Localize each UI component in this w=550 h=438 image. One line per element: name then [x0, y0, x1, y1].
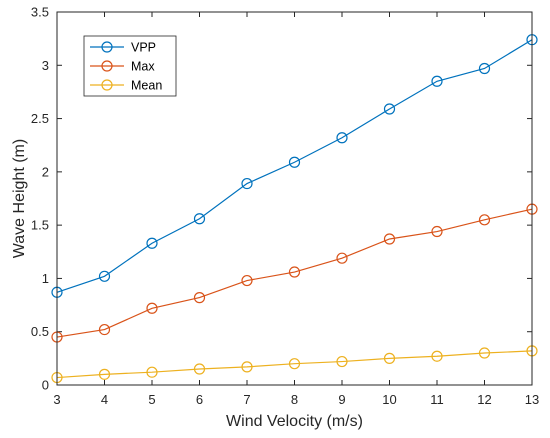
data-point-vpp: [478, 62, 491, 75]
data-point-mean: [336, 355, 348, 368]
data-point-vpp: [146, 237, 158, 249]
data-point-mean: [146, 366, 158, 378]
data-point-max: [383, 233, 396, 245]
data-point-mean: [241, 361, 253, 373]
data-point-max: [193, 292, 206, 304]
x-tick-label: 11: [430, 392, 444, 407]
x-tick-label: 12: [477, 392, 491, 407]
legend-item-mean: Mean: [90, 79, 162, 93]
data-point-max: [431, 225, 443, 238]
data-point-vpp: [98, 270, 111, 282]
x-tick-label: 4: [101, 392, 108, 407]
data-point-max: [146, 302, 158, 314]
legend-label: VPP: [131, 41, 156, 55]
y-tick-label: 1.5: [31, 218, 49, 233]
legend-item-max: Max: [90, 60, 155, 74]
legend-swatch-marker: [101, 79, 113, 91]
data-point-vpp: [431, 75, 443, 87]
x-tick-label: 10: [382, 392, 396, 407]
y-axis-ticks: 0 0.5 1 1.5 2 2.5 3 3.5: [31, 5, 532, 393]
series-line-mean: [56, 350, 533, 379]
y-tick-label: 1: [42, 271, 49, 286]
x-tick-label: 13: [525, 392, 539, 407]
data-point-mean: [193, 363, 206, 375]
y-tick-label: 3.5: [31, 5, 49, 20]
x-tick-label: 9: [338, 392, 345, 407]
x-axis-label: Wind Velocity (m/s): [226, 413, 363, 430]
data-point-mean: [383, 352, 396, 364]
y-tick-label: 2: [42, 164, 49, 179]
data-point-vpp: [383, 103, 396, 115]
data-point-vpp: [288, 156, 301, 168]
y-tick-label: 3: [42, 58, 49, 73]
data-point-vpp: [241, 177, 253, 190]
x-tick-label: 6: [196, 392, 203, 407]
y-tick-label: 0.5: [31, 324, 49, 339]
data-point-max: [241, 274, 253, 287]
x-tick-label: 7: [243, 392, 250, 407]
series-line-vpp: [56, 39, 533, 293]
y-tick-label: 0: [42, 378, 49, 393]
data-point-max: [478, 214, 491, 226]
legend-item-vpp: VPP: [90, 41, 156, 55]
x-axis-ticks: 3 4 5 6 7 8 9 10 11 12 13: [53, 12, 539, 407]
data-point-mean: [478, 347, 491, 359]
data-point-mean: [98, 368, 111, 380]
data-point-vpp: [193, 213, 206, 225]
x-tick-label: 5: [148, 392, 155, 407]
y-axis-label: Wave Height (m): [11, 139, 28, 258]
legend-swatch-marker: [101, 41, 113, 53]
plot-frame: [56, 11, 533, 386]
legend-label: Mean: [131, 79, 162, 93]
data-point-max: [288, 266, 301, 278]
x-tick-label: 8: [291, 392, 298, 407]
series-line-max: [56, 208, 533, 338]
x-tick-label: 3: [53, 392, 60, 407]
data-point-mean: [288, 358, 301, 370]
data-point-max: [98, 323, 111, 336]
data-point-max: [336, 252, 348, 264]
legend-swatch-marker: [101, 60, 113, 72]
y-tick-label: 2.5: [31, 111, 49, 126]
legend-label: Max: [131, 60, 155, 74]
legend: VPP Max Mean: [83, 35, 177, 97]
data-point-vpp: [336, 132, 348, 144]
data-point-mean: [431, 350, 443, 362]
